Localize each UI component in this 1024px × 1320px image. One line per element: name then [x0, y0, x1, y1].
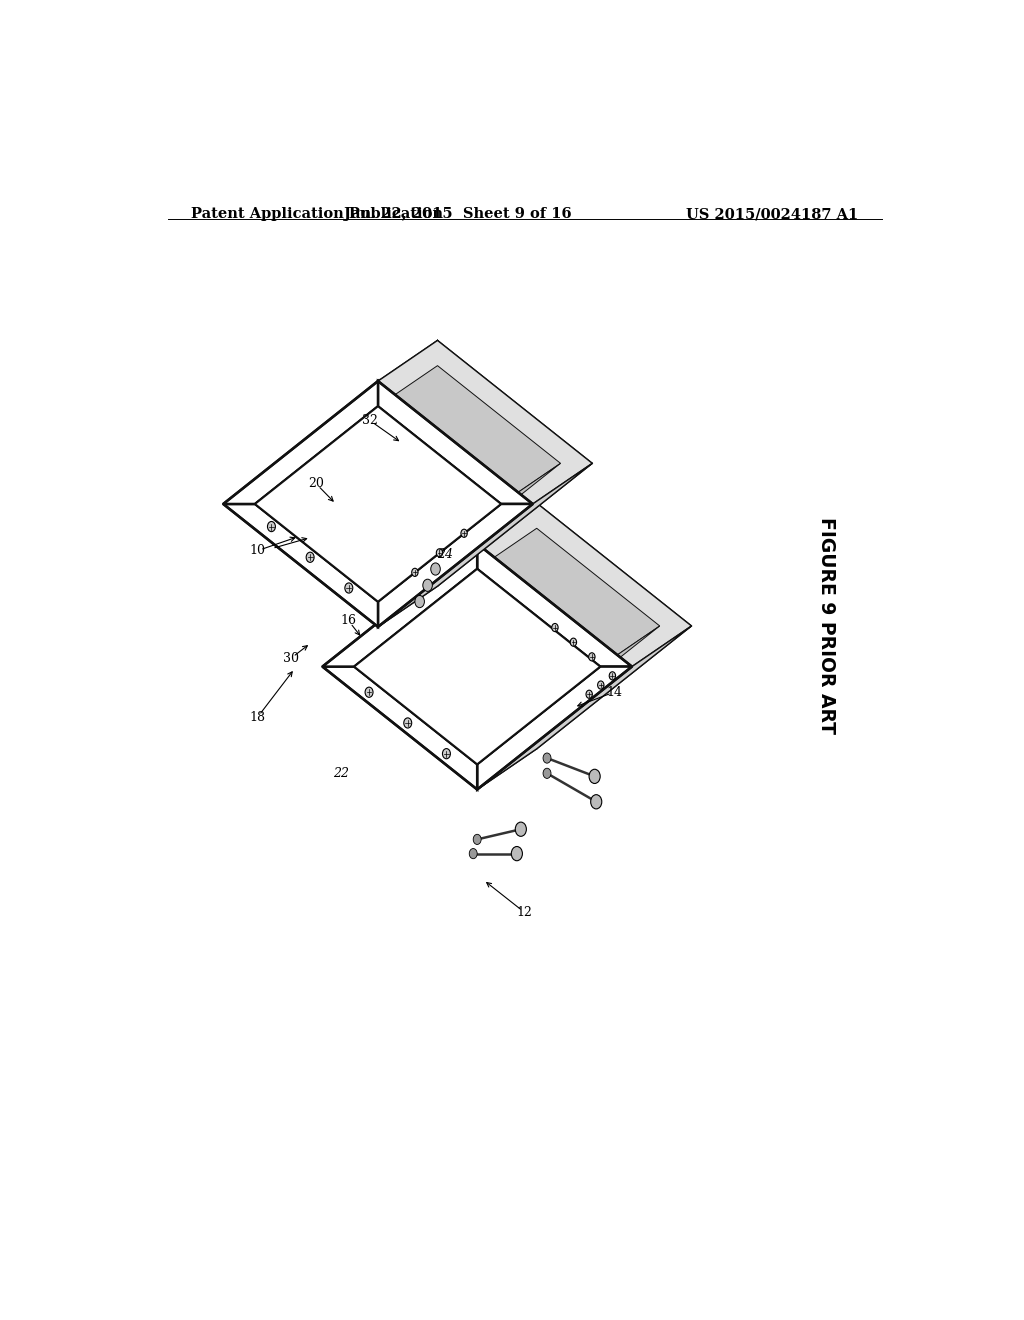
Polygon shape — [378, 504, 532, 627]
Polygon shape — [477, 667, 632, 789]
Text: FIGURE 9 PRIOR ART: FIGURE 9 PRIOR ART — [817, 517, 836, 734]
Circle shape — [366, 688, 373, 697]
Polygon shape — [378, 463, 560, 602]
Polygon shape — [323, 667, 477, 789]
Polygon shape — [378, 381, 532, 504]
Circle shape — [469, 849, 477, 859]
Circle shape — [306, 552, 314, 562]
Circle shape — [345, 583, 353, 593]
Circle shape — [423, 579, 432, 591]
Text: 10: 10 — [250, 544, 265, 557]
Text: 16: 16 — [341, 614, 356, 627]
Circle shape — [431, 562, 440, 576]
Text: Jan. 22, 2015  Sheet 9 of 16: Jan. 22, 2015 Sheet 9 of 16 — [343, 207, 571, 222]
Polygon shape — [477, 626, 659, 764]
Polygon shape — [378, 463, 592, 627]
Circle shape — [591, 795, 602, 809]
Polygon shape — [378, 341, 592, 504]
Polygon shape — [255, 407, 501, 602]
Polygon shape — [477, 528, 659, 667]
Circle shape — [442, 748, 451, 759]
Text: 30: 30 — [283, 652, 299, 665]
Polygon shape — [477, 626, 691, 789]
Text: 14: 14 — [606, 685, 623, 698]
Polygon shape — [223, 504, 378, 627]
Text: 24: 24 — [437, 548, 454, 561]
Text: 12: 12 — [517, 906, 532, 919]
Circle shape — [403, 718, 412, 729]
Polygon shape — [354, 569, 600, 764]
Polygon shape — [255, 407, 501, 602]
Circle shape — [543, 752, 551, 763]
Polygon shape — [354, 569, 600, 764]
Polygon shape — [477, 544, 632, 667]
Circle shape — [511, 846, 522, 861]
Circle shape — [515, 822, 526, 837]
Text: 18: 18 — [250, 711, 265, 723]
Polygon shape — [378, 366, 560, 504]
Circle shape — [473, 834, 481, 845]
Circle shape — [598, 681, 604, 689]
Text: 20: 20 — [308, 477, 324, 490]
Circle shape — [589, 770, 600, 784]
Circle shape — [415, 595, 424, 607]
Polygon shape — [323, 544, 477, 667]
Circle shape — [267, 521, 275, 532]
Circle shape — [589, 653, 595, 661]
Circle shape — [586, 690, 592, 698]
Circle shape — [461, 529, 467, 537]
Text: US 2015/0024187 A1: US 2015/0024187 A1 — [686, 207, 858, 222]
Circle shape — [543, 768, 551, 779]
Circle shape — [570, 638, 577, 647]
Polygon shape — [223, 381, 378, 504]
Circle shape — [436, 549, 442, 557]
Text: Patent Application Publication: Patent Application Publication — [191, 207, 443, 222]
Polygon shape — [477, 503, 691, 667]
Circle shape — [609, 672, 615, 680]
Text: 32: 32 — [362, 414, 378, 428]
Text: 22: 22 — [333, 767, 349, 780]
Circle shape — [412, 569, 418, 577]
Circle shape — [552, 623, 558, 631]
